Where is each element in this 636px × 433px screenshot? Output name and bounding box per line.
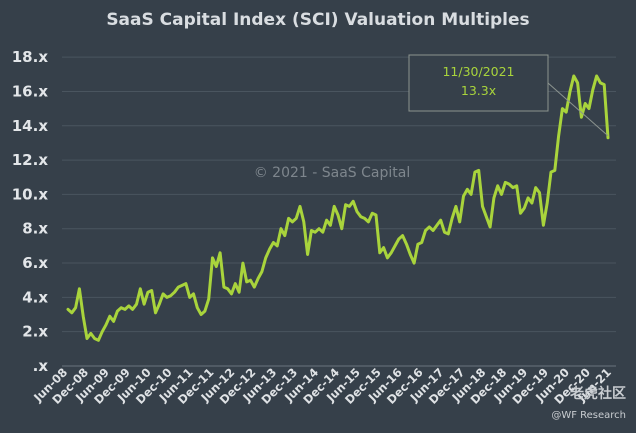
callout-leader-line [547,82,609,137]
series-group [66,74,610,342]
copyright-watermark: © 2021 - SaaS Capital [254,165,411,181]
y-tick-label: 18.x [12,48,49,66]
callout-value: 13.3x [461,83,496,98]
chart-title: SaaS Capital Index (SCI) Valuation Multi… [106,10,529,30]
callout-box [408,54,549,112]
brand-logo-text: 老虎社区 [570,386,626,402]
y-tick-label: 2.x [22,323,48,341]
y-tick-label: 14.x [12,117,49,135]
y-tick-label: 16.x [12,82,49,100]
y-tick-label: .x [33,357,49,375]
y-tick-label: 12.x [12,151,49,169]
x-axis-ticks: Jun-08Dec-08Jun-09Dec-09Jun-10Dec-10Jun-… [30,365,614,407]
series-line-sci [66,74,610,342]
brand-sub-text: @WF Research [551,410,626,421]
callout-date: 11/30/2021 [442,64,514,79]
y-axis-ticks: .x 2.x 4.x 6.x 8.x 10.x 12.x 14.x 16.x 18.x [12,48,49,375]
latest-value-callout: 11/30/2021 13.3x [408,54,609,137]
y-tick-label: 4.x [22,288,48,306]
y-tick-label: 6.x [22,254,48,272]
y-tick-label: 10.x [12,185,49,203]
y-tick-label: 8.x [22,220,48,238]
